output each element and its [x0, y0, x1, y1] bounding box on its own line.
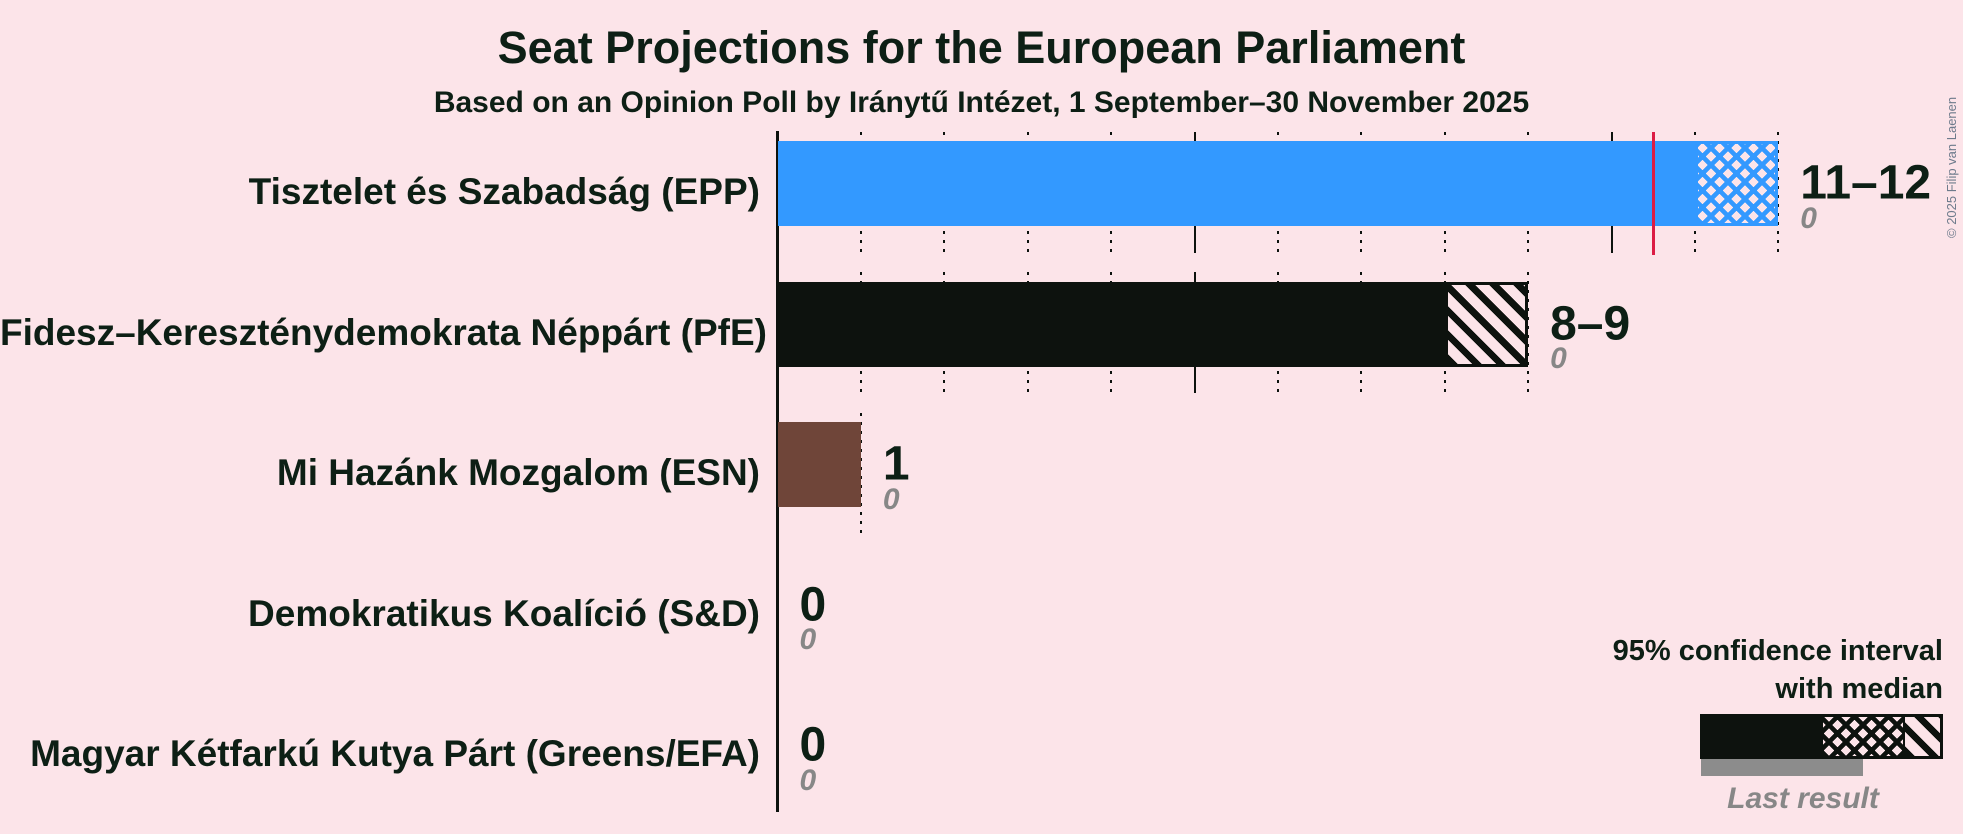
party-label: Mi Hazánk Mozgalom (ESN): [276, 452, 760, 494]
copyright-text: © 2025 Filip van Laenen: [1944, 96, 1959, 238]
bar-solid-segment: [777, 422, 861, 508]
gridline-dotted: [1777, 131, 1780, 253]
legend-solid-segment: [1703, 717, 1823, 756]
majority-threshold-line: [1651, 131, 1655, 255]
legend-sample-bar: [1700, 714, 1943, 759]
seat-value-label: 11–12: [1800, 156, 1932, 210]
party-label: Magyar Kétfarkú Kutya Párt (Greens/EFA): [30, 733, 760, 775]
party-label: Fidesz–Kereszténydemokrata Néppárt (PfE): [0, 311, 767, 353]
legend-title: 95% confidence interval with median: [1613, 632, 1943, 708]
last-result-value: 0: [799, 763, 817, 797]
seat-value-label: 0: [799, 578, 827, 632]
chart-subtitle: Based on an Opinion Poll by Iránytű Inté…: [433, 86, 1530, 119]
chart-title: Seat Projections for the European Parlia…: [497, 22, 1466, 73]
bar-ci-diagonal-segment: [1444, 281, 1529, 367]
last-result-value: 0: [799, 623, 817, 657]
seat-value-label: 0: [799, 718, 827, 772]
legend-diagonal-segment: [1903, 717, 1940, 756]
bar-solid-segment: [777, 281, 1445, 367]
party-label: Demokratikus Koalíció (S&D): [248, 592, 760, 634]
bar-solid-segment: [777, 141, 1695, 226]
legend-crosshatch-segment: [1823, 717, 1903, 756]
gridline-dotted: [1527, 272, 1530, 394]
seat-value-label: 1: [882, 437, 910, 491]
legend-last-result-bar: [1701, 759, 1863, 776]
seat-value-label: 8–9: [1550, 296, 1631, 350]
last-result-value: 0: [1550, 342, 1567, 376]
bar-ci-crosshatch-segment: [1694, 141, 1779, 226]
legend-title-line1: 95% confidence interval: [1612, 635, 1943, 667]
last-result-value: 0: [882, 482, 900, 516]
gridline-dotted: [859, 412, 862, 534]
legend-title-line2: with median: [1775, 673, 1943, 705]
legend-last-result-label: Last result: [1727, 782, 1879, 815]
last-result-value: 0: [1800, 201, 1817, 235]
party-label: Tisztelet és Szabadság (EPP): [248, 171, 760, 212]
